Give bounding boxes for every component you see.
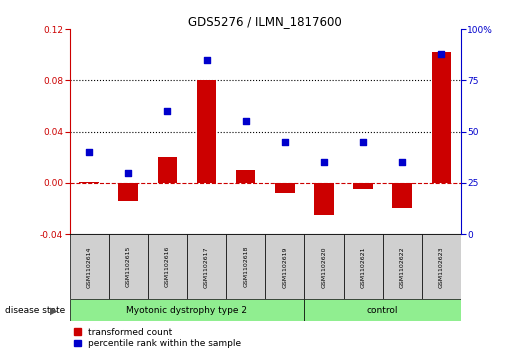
FancyBboxPatch shape	[109, 234, 148, 299]
Bar	[79, 182, 99, 183]
Text: Myotonic dystrophy type 2: Myotonic dystrophy type 2	[127, 306, 247, 315]
Bar	[158, 157, 177, 183]
Text: GSM1102614: GSM1102614	[87, 246, 92, 287]
Text: GSM1102616: GSM1102616	[165, 246, 170, 287]
Text: disease state: disease state	[5, 306, 65, 315]
Text: GSM1102617: GSM1102617	[204, 246, 209, 287]
Bar	[314, 183, 334, 215]
Text: GSM1102615: GSM1102615	[126, 246, 131, 287]
FancyBboxPatch shape	[70, 234, 109, 299]
FancyBboxPatch shape	[304, 234, 344, 299]
FancyBboxPatch shape	[383, 234, 422, 299]
Text: GSM1102620: GSM1102620	[321, 246, 327, 287]
Bar	[118, 183, 138, 201]
Point	[163, 108, 171, 114]
Point	[398, 159, 406, 165]
FancyBboxPatch shape	[422, 234, 461, 299]
Bar	[353, 183, 373, 189]
Bar	[392, 183, 412, 208]
Point	[242, 118, 250, 124]
Legend: transformed count, percentile rank within the sample: transformed count, percentile rank withi…	[74, 327, 242, 348]
Point	[124, 170, 132, 176]
Bar	[275, 183, 295, 193]
FancyBboxPatch shape	[265, 234, 304, 299]
Text: GSM1102619: GSM1102619	[282, 246, 287, 287]
Point	[281, 139, 289, 145]
Bar	[197, 80, 216, 183]
Title: GDS5276 / ILMN_1817600: GDS5276 / ILMN_1817600	[188, 15, 342, 28]
Point	[437, 51, 445, 57]
FancyBboxPatch shape	[304, 299, 461, 321]
FancyBboxPatch shape	[148, 234, 187, 299]
Text: GSM1102621: GSM1102621	[360, 246, 366, 287]
Point	[359, 139, 367, 145]
FancyBboxPatch shape	[70, 299, 304, 321]
Text: GSM1102618: GSM1102618	[243, 246, 248, 287]
FancyBboxPatch shape	[226, 234, 265, 299]
FancyBboxPatch shape	[344, 234, 383, 299]
FancyBboxPatch shape	[187, 234, 226, 299]
Bar	[236, 170, 255, 183]
Text: control: control	[367, 306, 399, 315]
Text: GSM1102622: GSM1102622	[400, 246, 405, 287]
Text: ▶: ▶	[50, 305, 58, 315]
Text: GSM1102623: GSM1102623	[439, 246, 444, 287]
Point	[202, 57, 211, 63]
Point	[320, 159, 328, 165]
Bar	[432, 52, 451, 183]
Point	[85, 149, 93, 155]
